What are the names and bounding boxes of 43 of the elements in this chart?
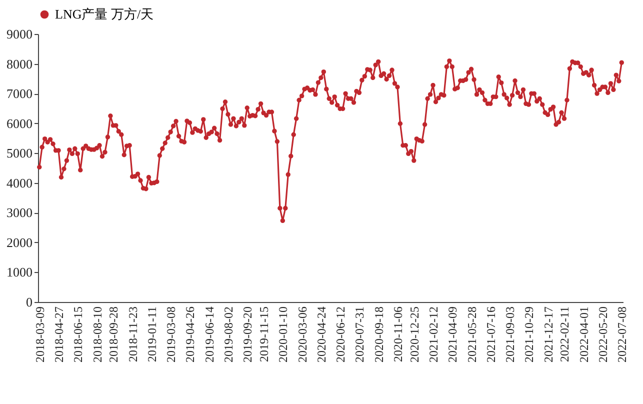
x-tick-label: 2021-02-12 <box>426 306 441 362</box>
x-tick-label: 2018-06-15 <box>71 306 86 362</box>
x-tick-label: 2019-01-11 <box>144 306 159 362</box>
x-tick-label: 2022-02-11 <box>558 306 572 362</box>
x-tick-label: 2019-04-26 <box>183 306 198 362</box>
x-tick-label: 2021-05-28 <box>464 306 479 362</box>
x-tick-label: 2022-05-20 <box>596 306 610 362</box>
x-tick-label: 2022-07-08 <box>615 306 630 362</box>
x-tick-label: 2018-11-23 <box>126 306 140 362</box>
x-tick-label: 2021-04-09 <box>446 306 460 362</box>
x-tick-label: 2020-06-12 <box>334 306 348 362</box>
x-tick-label: 2018-04-27 <box>52 306 66 362</box>
y-tick-label: 6000 <box>6 116 32 131</box>
x-tick-label: 2021-10-29 <box>522 306 536 362</box>
x-tick-label: 2018-03-09 <box>32 306 47 362</box>
legend-label: LNG产量 万方/天 <box>55 6 154 22</box>
x-tick-label: 2021-07-16 <box>484 306 498 362</box>
x-tick-label: 2019-09-20 <box>240 306 255 362</box>
x-tick-label: 2020-11-06 <box>390 306 405 362</box>
x-tick-label: 2020-01-10 <box>276 306 290 362</box>
x-tick-label: 2020-04-24 <box>314 306 328 362</box>
x-tick-label: 2018-08-10 <box>90 306 104 362</box>
y-tick-label: 2000 <box>6 234 32 250</box>
x-tick-label: 2019-03-08 <box>164 306 178 362</box>
y-tick-label: 0 <box>26 294 32 310</box>
y-tick-label: 3000 <box>6 205 32 220</box>
x-tick-label: 2021-12-17 <box>541 306 556 362</box>
x-tick-label: 2018-09-28 <box>106 306 121 362</box>
x-tick-label: 2022-04-01 <box>576 306 591 362</box>
y-tick-label: 9000 <box>6 26 32 42</box>
x-tick-label: 2020-12-25 <box>407 306 422 362</box>
y-tick-label: 5000 <box>6 146 32 161</box>
x-tick-label: 2019-11-15 <box>257 306 272 362</box>
x-tick-label: 2020-09-18 <box>372 306 386 362</box>
y-tick-label: 7000 <box>6 86 32 102</box>
x-tick-label: 2020-07-31 <box>352 306 367 362</box>
x-tick-label: 2019-06-14 <box>202 306 216 362</box>
y-tick-label: 8000 <box>6 56 32 72</box>
x-tick-label: 2019-08-02 <box>221 306 236 362</box>
y-tick-label: 1000 <box>6 264 32 280</box>
x-tick-label: 2021-09-03 <box>503 306 518 362</box>
x-tick-label: 2020-03-06 <box>295 306 310 362</box>
y-tick-label: 4000 <box>6 175 32 190</box>
